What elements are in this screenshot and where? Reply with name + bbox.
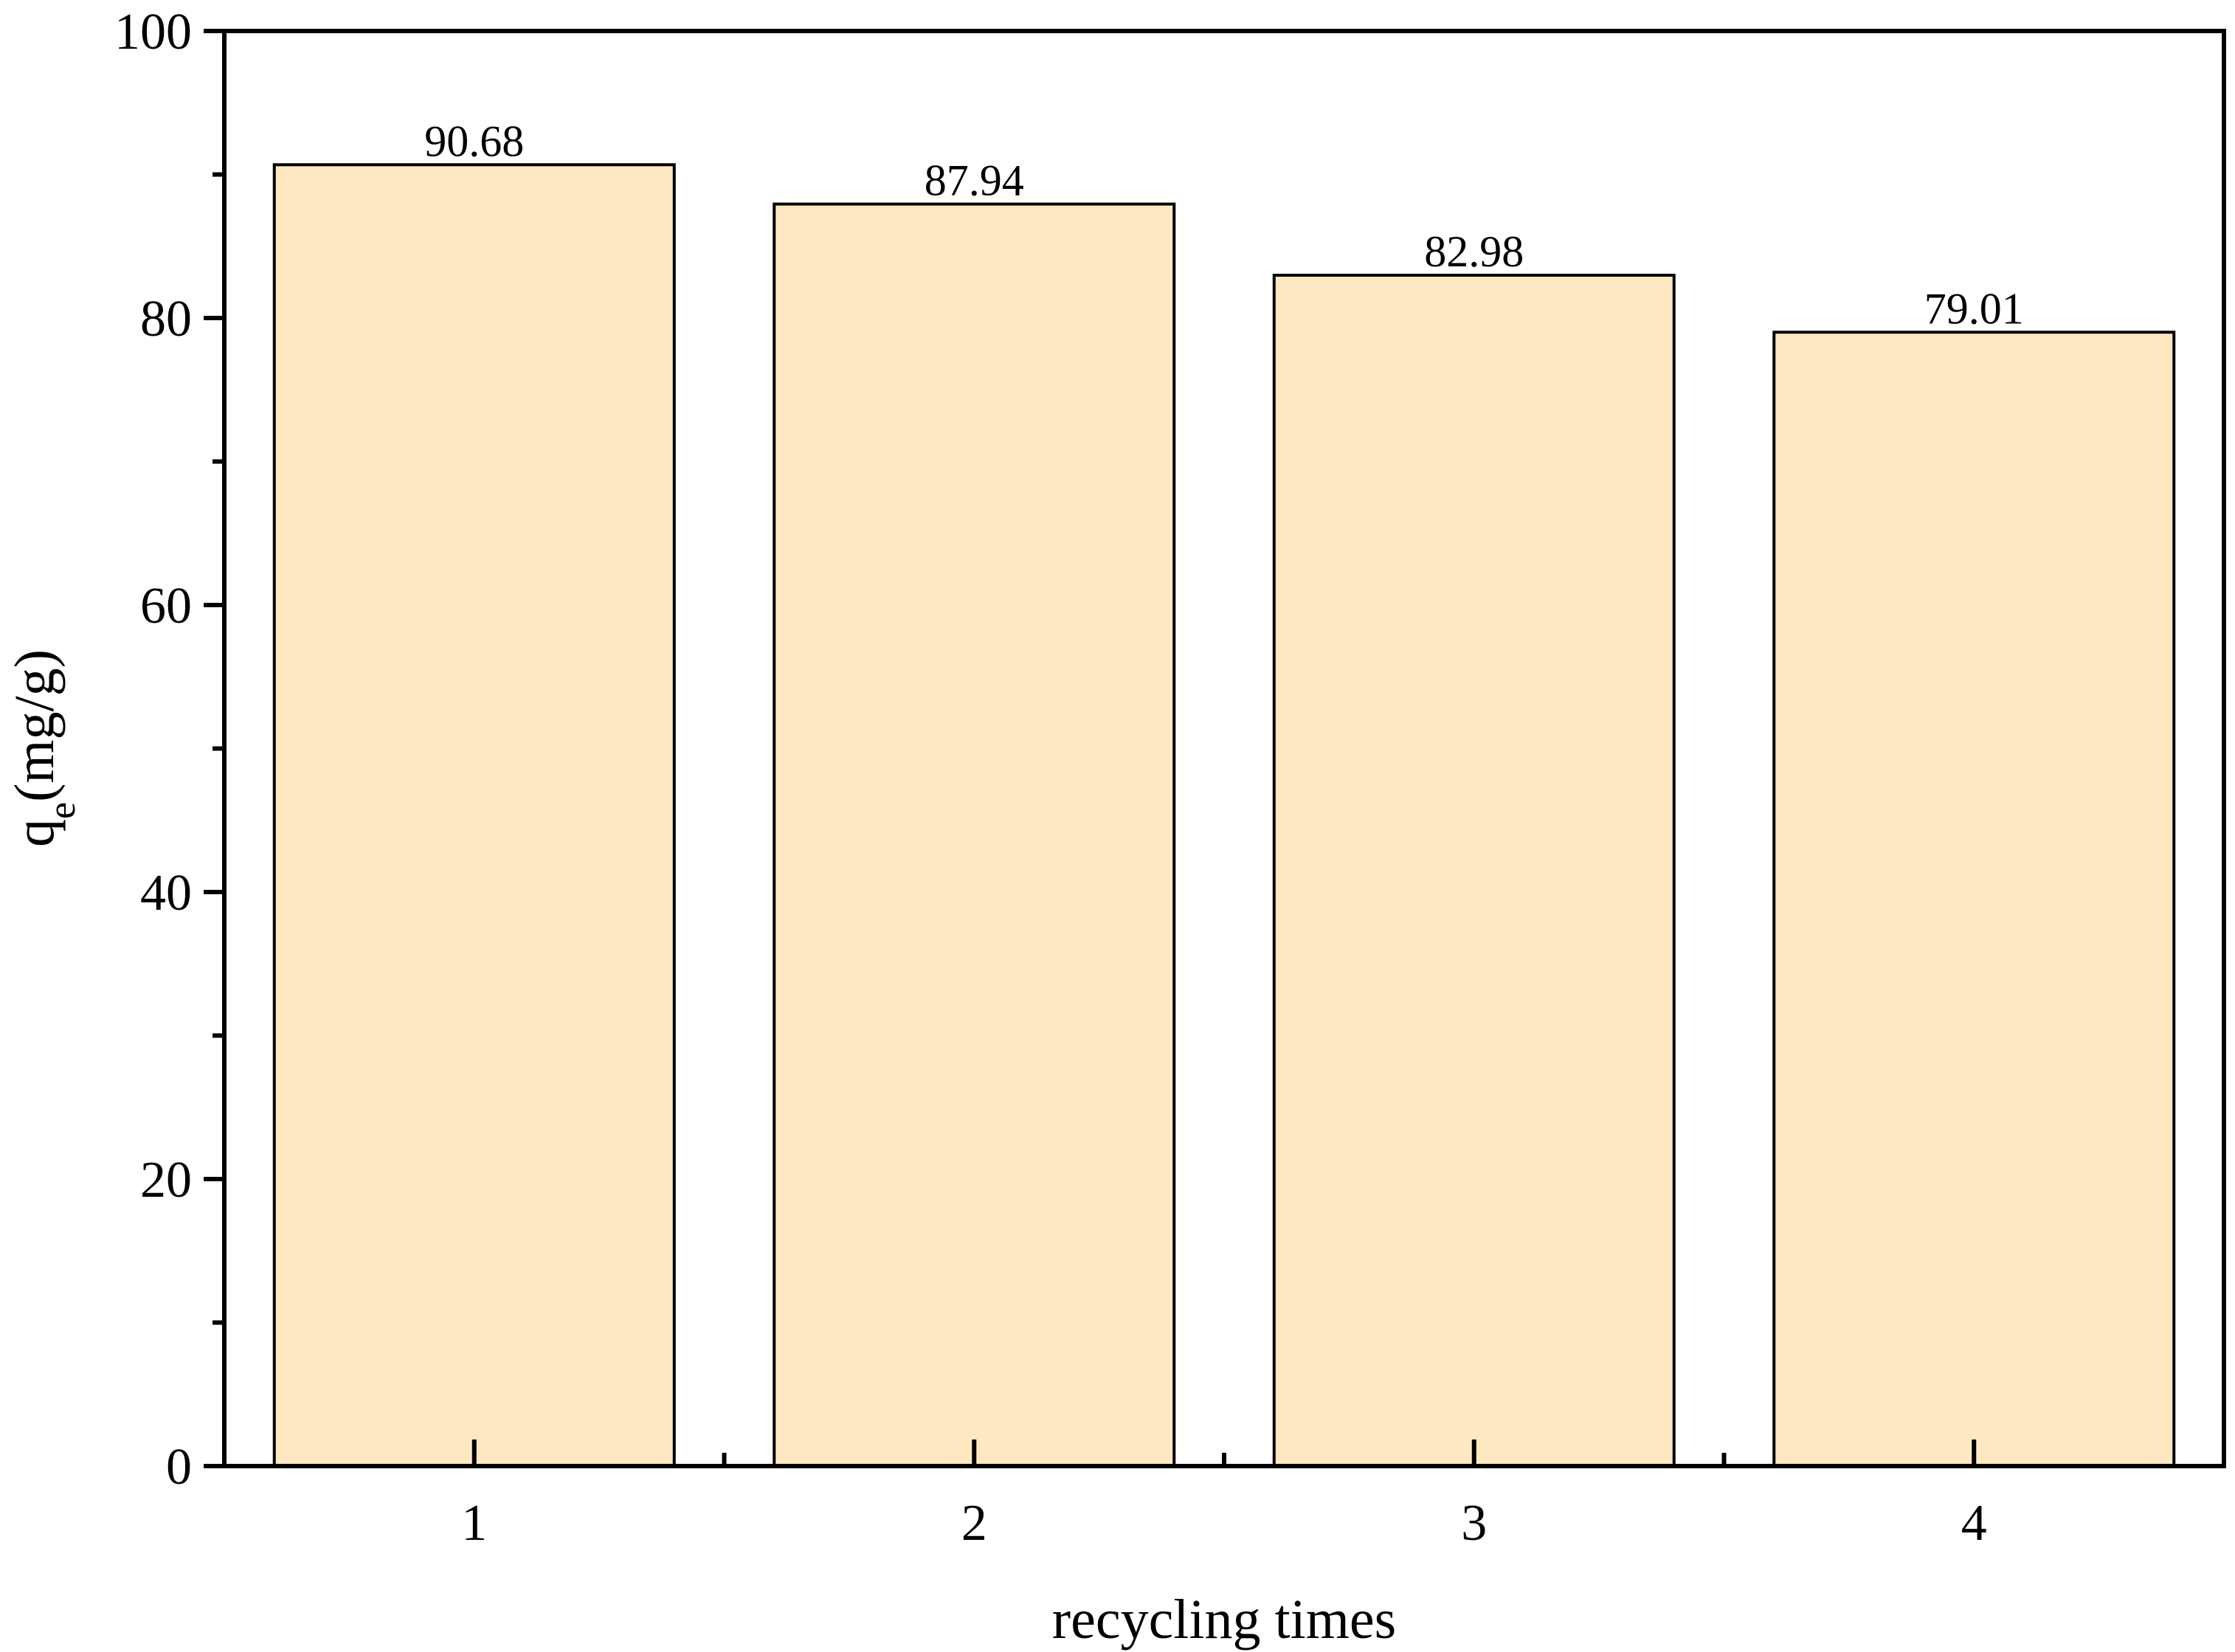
bar-1 — [272, 163, 676, 1468]
x-tick-label-3: 3 — [1461, 1495, 1487, 1552]
plot-frame — [222, 29, 2226, 1468]
y-tick-label-100: 100 — [114, 4, 192, 61]
data-labels-group: 90.68 87.94 82.98 79.01 — [424, 117, 2024, 333]
y-tick-label-20: 20 — [140, 1152, 192, 1209]
y-tick-label-0: 0 — [166, 1439, 192, 1496]
data-label-2: 87.94 — [925, 156, 1024, 205]
x-axis-ticks: 1 2 3 4 — [461, 1440, 1987, 1552]
x-tick-label-4: 4 — [1961, 1495, 1987, 1552]
x-tick-label-2: 2 — [961, 1495, 987, 1552]
bar-2 — [773, 202, 1176, 1468]
y-axis-label-unit: (mg/g) — [4, 649, 66, 802]
bars-group — [272, 163, 2176, 1468]
data-label-1: 90.68 — [424, 117, 524, 165]
y-tick-label-80: 80 — [140, 291, 192, 348]
x-tick-label-1: 1 — [461, 1495, 487, 1552]
data-label-4: 79.01 — [1924, 284, 2024, 333]
bar-4 — [1772, 331, 2176, 1468]
x-axis-label: recycling times — [1052, 1589, 1396, 1651]
y-axis-label-subscript: e — [41, 802, 83, 819]
y-tick-label-60: 60 — [140, 578, 192, 635]
y-axis-label-main: q — [4, 819, 66, 847]
y-axis-ticks: 0 20 40 60 80 100 — [114, 4, 224, 1496]
y-tick-label-40: 40 — [140, 865, 192, 922]
bar-3 — [1272, 274, 1676, 1468]
data-label-3: 82.98 — [1424, 227, 1524, 276]
y-axis-label: qe(mg/g) — [4, 649, 83, 847]
